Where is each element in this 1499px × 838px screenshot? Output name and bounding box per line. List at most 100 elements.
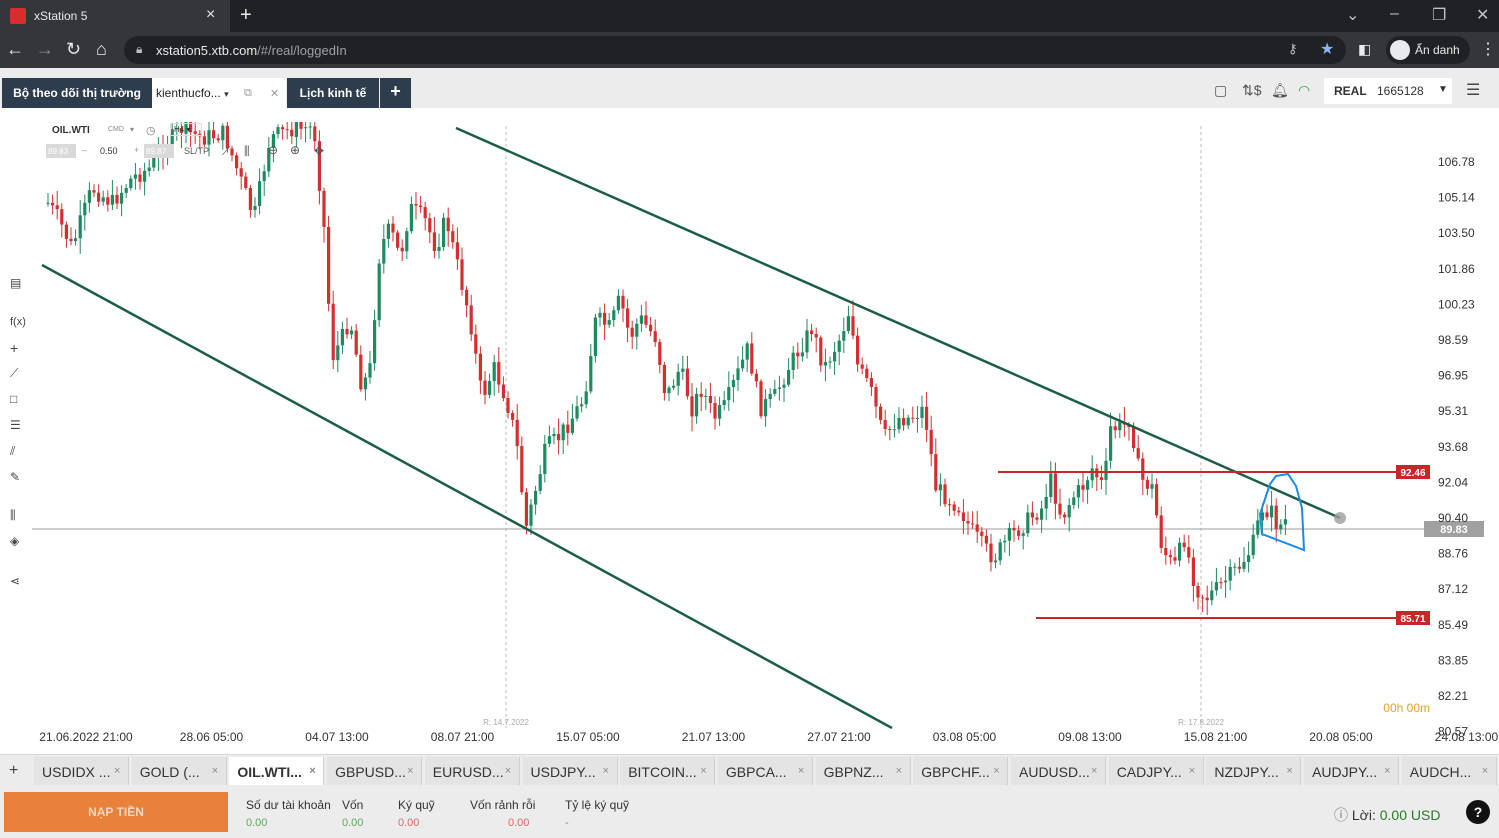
volume-input[interactable]: 0.50 [100, 146, 118, 156]
close-instrument-icon[interactable]: × [1481, 765, 1489, 777]
close-instrument-icon[interactable]: × [309, 765, 316, 777]
bear-candle [189, 122, 193, 148]
close-tab-icon[interactable]: × [206, 6, 216, 23]
bull-candle [561, 422, 565, 454]
close-instrument-icon[interactable]: × [602, 765, 609, 777]
close-instrument-icon[interactable]: × [895, 765, 903, 777]
bull-candle [741, 345, 745, 372]
chart-type-icon[interactable]: ▤ [10, 276, 22, 290]
trade-icon[interactable]: ⇅$ [1242, 82, 1262, 98]
layers-icon[interactable]: ◈ [10, 534, 20, 548]
close-instrument-icon[interactable]: × [700, 765, 707, 777]
incognito-profile[interactable]: Ẩn danh [1386, 36, 1470, 64]
bull-candle [639, 304, 643, 332]
side-panel-icon[interactable]: ◧ [1358, 41, 1372, 57]
candles-icon[interactable]: ⫼ [10, 508, 16, 522]
crosshair-icon[interactable]: + [10, 340, 19, 356]
line-tool-icon[interactable]: ⟋ [10, 366, 19, 380]
instrument-tab[interactable]: GBPCA... × [717, 757, 813, 785]
forward-icon[interactable]: → [36, 39, 54, 59]
close-instrument-icon[interactable]: × [993, 765, 1000, 777]
lock-icon[interactable]: 🔒︎ [136, 42, 143, 56]
account-selector[interactable]: REAL 1665128 ▼ [1324, 78, 1452, 104]
instrument-tab[interactable]: OIL.WTI... × [229, 757, 325, 785]
new-tab-icon[interactable]: + [240, 4, 252, 26]
volume-minus-button[interactable]: – [82, 145, 88, 155]
close-instrument-icon[interactable]: × [797, 765, 805, 777]
restore-icon[interactable]: ❐ [1432, 7, 1447, 24]
tab-market-watch[interactable]: Bộ theo dõi thị trường [2, 78, 152, 108]
menu-icon[interactable]: ☰ [1466, 82, 1481, 99]
deposit-button[interactable]: NẠP TIỀN [4, 792, 228, 832]
instrument-tab[interactable]: AUDJPY... × [1304, 757, 1400, 785]
layout-icon[interactable]: ▢ [1214, 82, 1228, 98]
close-instrument-icon[interactable]: × [407, 765, 414, 777]
candle-body [106, 197, 110, 205]
sell-button[interactable]: 89.83 [46, 144, 76, 158]
rectangle-tool-icon[interactable]: □ [10, 392, 18, 406]
close-instrument-icon[interactable]: × [1188, 765, 1196, 777]
home-icon[interactable]: ⌂ [96, 39, 107, 59]
instrument-tab[interactable]: EURUSD... × [424, 757, 520, 785]
brush-icon[interactable]: ✎ [10, 470, 21, 484]
popout-icon[interactable]: ⧉ [244, 87, 252, 99]
close-instrument-icon[interactable]: × [1286, 765, 1293, 777]
close-instrument-icon[interactable]: × [211, 765, 219, 777]
instrument-tab[interactable]: GBPCHF... × [913, 757, 1009, 785]
instrument-tab[interactable]: GBPUSD... × [327, 757, 423, 785]
close-instrument-icon[interactable]: × [114, 765, 121, 777]
close-instrument-icon[interactable]: × [1091, 765, 1098, 777]
bookmark-star-icon[interactable]: ★ [1320, 41, 1335, 58]
candle-body [1118, 422, 1122, 431]
bell-icon[interactable]: 🔔︎ [1271, 82, 1289, 98]
bull-candle [837, 334, 841, 366]
minimize-icon[interactable]: – [1390, 5, 1399, 22]
close-instrument-icon[interactable]: × [504, 765, 512, 777]
sltp-toggle[interactable]: SL/TP [184, 146, 210, 156]
instrument-tab[interactable]: AUDUSD... × [1011, 757, 1106, 785]
trend-icon[interactable]: ⟋ [222, 144, 231, 158]
indicator-icon[interactable]: f(x) [10, 316, 26, 328]
price-chart[interactable]: R: 14.7.2022 R: 17.8.2022 92.46 85.71 89.83… [32, 108, 1499, 754]
instrument-tab[interactable]: USDJPY... × [522, 757, 618, 785]
tab-close-icon[interactable]: ✕ [270, 88, 280, 100]
tab-economic-calendar[interactable]: Lịch kinh tế [287, 78, 379, 108]
close-window-icon[interactable]: ✕ [1476, 7, 1490, 24]
instrument-tab[interactable]: NZDJPY... × [1206, 757, 1302, 785]
add-tab-button[interactable]: + [380, 78, 411, 108]
candle-body [304, 127, 308, 129]
candle-body [787, 369, 791, 385]
help-button[interactable]: ? [1466, 800, 1490, 824]
instrument-tab[interactable]: USDIDX ... × [34, 757, 129, 785]
instrument-tab[interactable]: GOLD (... × [131, 757, 227, 785]
browser-menu-icon[interactable]: ⋮ [1480, 41, 1496, 58]
close-instrument-icon[interactable]: × [1384, 765, 1391, 777]
instrument-tab[interactable]: CADJPY... × [1108, 757, 1204, 785]
candle-type-icon[interactable]: ⫼ [244, 144, 250, 158]
tab-search-icon[interactable]: ⌄ [1346, 7, 1360, 24]
share-icon[interactable]: ⋖ [10, 574, 21, 588]
key-icon[interactable]: ⚷ [1288, 41, 1298, 56]
instrument-tab[interactable]: AUDCH... × [1401, 757, 1497, 785]
reload-icon[interactable]: ↻ [66, 39, 82, 59]
tab-chart[interactable]: kienthucfo... ▾ ⧉ ✕ [152, 78, 286, 108]
back-icon[interactable]: ← [6, 39, 24, 59]
instrument-tab[interactable]: GBPNZ... × [815, 757, 911, 785]
buy-button[interactable]: 89.87 [144, 144, 174, 158]
add-instrument-icon[interactable]: + [9, 762, 19, 779]
pitchfork-icon[interactable]: ⫽ [10, 444, 16, 458]
chart-panel[interactable]: R: 14.7.2022 R: 17.8.2022 92.46 85.71 89.83… [32, 108, 1499, 754]
browser-tab[interactable]: xStation 5 × [0, 0, 230, 32]
volume-plus-button[interactable]: + [134, 145, 140, 155]
instrument-tab[interactable]: BITCOIN... × [620, 757, 716, 785]
chevron-down-icon[interactable]: ▾ [130, 125, 135, 134]
url-field[interactable]: 🔒︎ xstation5.xtb.com/#/real/loggedIn ⚷ ★ [124, 36, 1346, 64]
candle-body [1136, 448, 1140, 459]
clock-icon[interactable]: ◷ [146, 125, 156, 137]
zoom-in-icon[interactable]: ⊕ [290, 143, 301, 157]
zoom-out-icon[interactable]: ⊖ [268, 143, 279, 157]
timeframe-select[interactable]: H4 ▾ [170, 123, 202, 136]
move-icon[interactable]: ✥ [314, 144, 325, 158]
y-tick-label: 85.49 [1438, 618, 1468, 632]
fibonacci-icon[interactable]: ☰ [10, 418, 21, 432]
